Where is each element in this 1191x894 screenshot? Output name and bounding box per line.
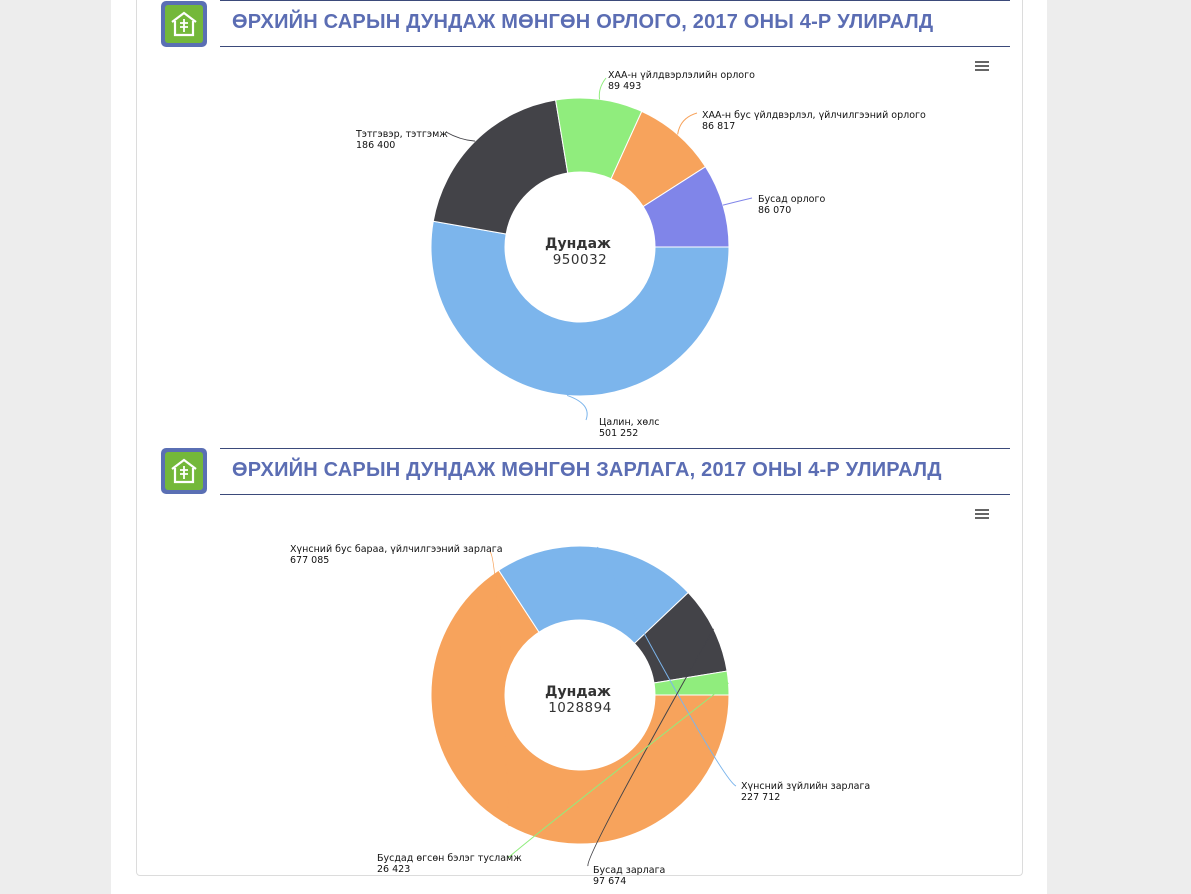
ger-logo-icon: [161, 1, 207, 47]
income-connector-3: [677, 112, 698, 135]
expense-label-2: Бусад зарлага: [593, 865, 665, 876]
expense-slice-3[interactable]: [653, 670, 730, 696]
income-label-3: ХАА-н бус үйлдвэрлэл, үйлчилгээний орлог…: [702, 110, 926, 121]
expense-section-header: ӨРХИЙН САРЫН ДУНДАЖ МӨНГӨН ЗАРЛАГА, 2017…: [220, 448, 1010, 495]
income-value-1: 186 400: [356, 140, 395, 151]
expense-value-0: 677 085: [290, 555, 329, 566]
expense-slice-1[interactable]: [497, 545, 689, 645]
income-label-2: ХАА-н үйлдвэрлэлийн орлого: [608, 70, 755, 81]
expense-label-0: Хүнсний бус бараа, үйлчилгээний зарлага: [290, 544, 503, 555]
income-value-4: 86 070: [758, 205, 791, 216]
income-connector-1: [445, 131, 476, 142]
income-value-3: 86 817: [702, 121, 735, 132]
expense-value-2: 97 674: [593, 876, 626, 887]
expense-label-1: Хүнсний зүйлийн зарлага: [741, 781, 870, 792]
expense-connector-1: [597, 546, 737, 787]
income-slice-4[interactable]: [642, 166, 730, 248]
income-connector-2: [598, 77, 607, 100]
income-slice-1[interactable]: [432, 99, 569, 235]
income-label-1: Тэтгэвэр, тэтгэмж: [355, 129, 448, 140]
hamburger-menu-icon[interactable]: [974, 59, 990, 73]
expense-connector-0: [489, 551, 510, 827]
expense-value-1: 227 712: [741, 792, 780, 803]
income-label-0: Цалин, хөлс: [599, 417, 659, 428]
income-section-header: ӨРХИЙН САРЫН ДУНДАЖ МӨНГӨН ОРЛОГО, 2017 …: [220, 0, 1010, 47]
income-center-label: Дундаж: [545, 236, 611, 252]
expense-center-value: 1028894: [548, 700, 612, 716]
expense-value-3: 26 423: [377, 864, 410, 875]
expense-label-3: Бусдад өгсөн бэлэг тусламж: [377, 853, 522, 864]
income-connector-4: [722, 197, 753, 206]
hamburger-menu-icon[interactable]: [974, 507, 990, 521]
expense-connector-2: [587, 628, 714, 867]
expense-slice-0[interactable]: [430, 569, 730, 845]
income-connector-0: [566, 394, 588, 421]
income-slice-0[interactable]: [430, 220, 730, 397]
ger-logo-icon: [161, 448, 207, 494]
income-value-2: 89 493: [608, 81, 641, 92]
income-section-title: ӨРХИЙН САРЫН ДУНДАЖ МӨНГӨН ОРЛОГО, 2017 …: [232, 11, 934, 33]
income-value-0: 501 252: [599, 428, 638, 439]
expense-section-title: ӨРХИЙН САРЫН ДУНДАЖ МӨНГӨН ЗАРЛАГА, 2017…: [232, 459, 942, 481]
expense-connector-3: [507, 682, 729, 859]
expense-center-label: Дундаж: [545, 684, 611, 700]
income-label-4: Бусад орлого: [758, 194, 825, 205]
income-center-value: 950032: [553, 252, 608, 268]
